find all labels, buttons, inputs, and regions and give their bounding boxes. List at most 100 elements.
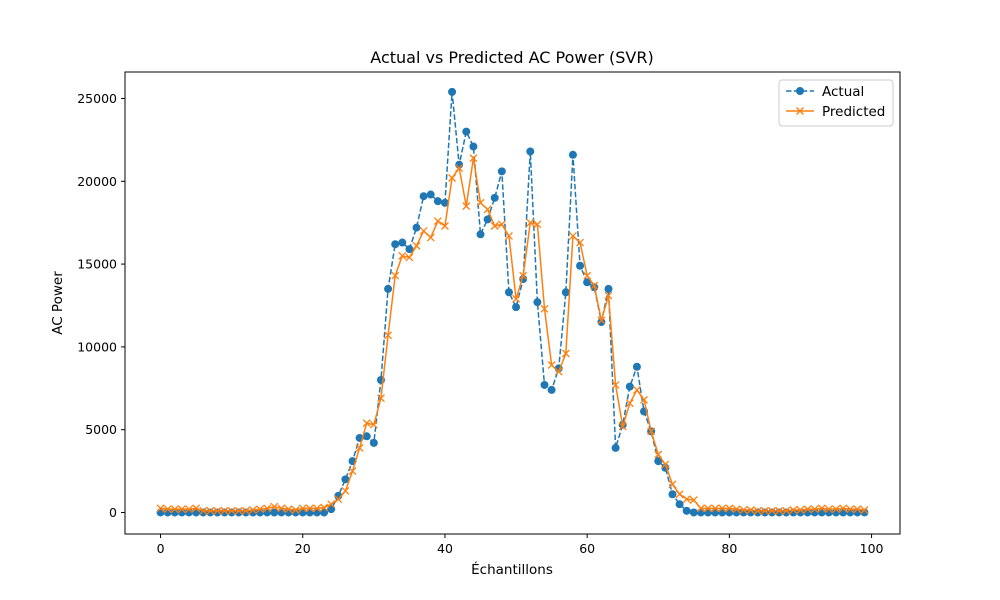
- data-point-actual: [775, 508, 784, 517]
- data-point-predicted: [753, 506, 762, 515]
- data-point-predicted: [519, 271, 528, 280]
- data-point-actual: [362, 432, 371, 441]
- data-point-actual: [398, 238, 407, 247]
- data-point-predicted: [320, 503, 329, 512]
- data-point-actual: [213, 508, 222, 517]
- data-point-actual: [725, 508, 734, 517]
- data-point-actual: [533, 298, 542, 307]
- data-point-predicted: [547, 361, 556, 370]
- y-axis: 0 5000 10000 15000 20000 25000: [77, 91, 125, 520]
- legend-marker-predicted: [796, 107, 804, 115]
- data-point-actual: [718, 508, 727, 517]
- data-point-actual: [675, 500, 684, 509]
- data-point-predicted: [362, 419, 371, 428]
- data-point-predicted: [490, 222, 499, 230]
- data-point-predicted: [497, 220, 506, 229]
- data-point-actual: [469, 142, 478, 151]
- data-point-predicted: [711, 504, 720, 513]
- data-point-actual: [405, 245, 414, 254]
- data-point-predicted: [640, 395, 648, 404]
- legend-marker-actual: [796, 87, 804, 95]
- x-tick-label: 60: [579, 541, 595, 556]
- data-point-predicted: [305, 504, 314, 513]
- data-point-actual: [490, 193, 499, 202]
- data-point-predicted: [661, 460, 670, 469]
- legend-label-actual: Actual: [822, 84, 864, 100]
- data-point-predicted: [732, 505, 741, 514]
- data-point-predicted: [241, 506, 250, 515]
- y-axis-label: AC Power: [50, 271, 66, 335]
- data-point-actual: [711, 508, 720, 517]
- data-point-predicted: [796, 506, 805, 514]
- data-point-actual: [305, 508, 314, 517]
- data-point-actual: [440, 198, 449, 207]
- data-point-predicted: [355, 443, 364, 452]
- data-point-actual: [426, 190, 435, 199]
- data-point-predicted: [725, 504, 734, 513]
- data-point-actual: [419, 192, 428, 201]
- x-tick-label: 80: [721, 541, 737, 556]
- data-point-actual: [604, 284, 613, 293]
- data-point-predicted: [234, 506, 243, 515]
- data-point-actual: [497, 167, 506, 176]
- data-point-actual: [682, 506, 691, 515]
- series-layer: [156, 87, 869, 517]
- data-point-predicted: [504, 231, 513, 240]
- y-tick-label: 0: [109, 505, 117, 520]
- data-point-predicted: [384, 331, 393, 340]
- data-point-actual: [476, 230, 485, 239]
- data-point-predicted: [369, 420, 378, 429]
- y-tick-label: 25000: [77, 91, 117, 106]
- data-point-predicted: [249, 506, 257, 514]
- data-point-actual: [583, 278, 592, 287]
- data-point-actual: [568, 150, 577, 159]
- data-point-predicted: [156, 504, 165, 513]
- legend: Actual Predicted: [778, 79, 894, 127]
- data-point-actual: [234, 508, 243, 517]
- data-point-predicted: [654, 450, 663, 459]
- data-point-predicted: [448, 174, 457, 182]
- data-point-actual: [625, 382, 634, 391]
- data-point-predicted: [220, 506, 229, 515]
- data-point-actual: [760, 508, 769, 517]
- data-point-predicted: [561, 349, 570, 358]
- data-point-actual: [817, 508, 826, 517]
- data-point-predicted: [177, 505, 186, 514]
- data-point-predicted: [284, 505, 293, 514]
- data-point-predicted: [824, 505, 833, 514]
- data-point-predicted: [206, 506, 215, 515]
- data-point-predicted: [718, 504, 727, 513]
- data-point-predicted: [746, 506, 755, 514]
- data-point-predicted: [839, 504, 848, 513]
- data-point-predicted: [433, 217, 442, 225]
- data-point-predicted: [760, 506, 769, 515]
- data-point-predicted: [377, 394, 385, 403]
- data-point-predicted: [696, 504, 705, 513]
- data-point-predicted: [327, 500, 336, 509]
- x-axis: 0 20 40 60 80 100: [157, 534, 884, 556]
- data-point-predicted: [846, 505, 855, 514]
- data-point-predicted: [576, 238, 585, 247]
- data-point-actual: [312, 508, 321, 517]
- data-point-predicted: [277, 504, 286, 513]
- legend-label-predicted: Predicted: [822, 104, 885, 120]
- data-point-predicted: [583, 271, 592, 280]
- data-point-actual: [412, 223, 421, 232]
- data-point-actual: [768, 508, 777, 517]
- data-point-predicted: [817, 504, 826, 513]
- data-point-actual: [263, 508, 272, 517]
- data-point-predicted: [668, 480, 677, 489]
- data-point-actual: [540, 380, 549, 389]
- data-point-actual: [696, 508, 705, 517]
- data-point-predicted: [163, 505, 172, 514]
- data-point-actual: [227, 508, 236, 517]
- data-point-actual: [632, 362, 641, 371]
- data-point-predicted: [256, 505, 265, 514]
- data-point-predicted: [419, 227, 428, 235]
- data-point-actual: [156, 508, 165, 517]
- data-point-actual: [782, 508, 791, 517]
- data-point-predicted: [632, 385, 641, 394]
- data-point-predicted: [554, 367, 563, 376]
- data-point-predicted: [675, 490, 684, 499]
